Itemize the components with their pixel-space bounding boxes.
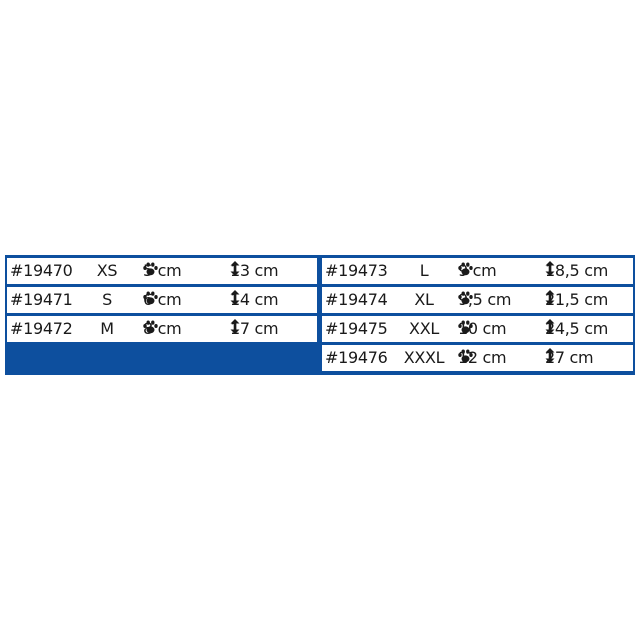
table-row: #19475 XXL 10 cm 24,5 cm [322, 316, 633, 342]
paw-width: 9,5 cm [458, 290, 512, 309]
size-label: M [100, 319, 114, 338]
paw-icon [458, 345, 473, 363]
size-label: XXXL [403, 348, 445, 367]
product-code: #19470 [10, 261, 73, 280]
paw-width: 10 cm [458, 319, 507, 338]
product-code: #19471 [10, 290, 73, 309]
table-row: #19472 M 8 cm 17 cm [7, 316, 317, 342]
paw-icon [143, 316, 158, 334]
table-row: #19476 XXXL 12 cm 27 cm [322, 345, 633, 371]
height-value: 18,5 cm [545, 261, 608, 280]
vertical-arrow-icon [545, 345, 555, 363]
paw-icon [458, 316, 473, 334]
table-row: #19474 XL 9,5 cm 21,5 cm [322, 287, 633, 313]
size-table: #19470 XS 5 cm 13 cm #19471 S 6 cm 14 cm #19472 M… [5, 255, 635, 375]
vertical-arrow-icon [545, 287, 555, 305]
paw-width: 8 cm [143, 319, 182, 338]
vertical-arrow-icon [230, 316, 240, 334]
vertical-arrow-icon [545, 316, 555, 334]
height-value: 27 cm [545, 348, 594, 367]
size-label: S [102, 290, 112, 309]
paw-width: 12 cm [458, 348, 507, 367]
paw-icon [458, 287, 473, 305]
height-value: 17 cm [230, 319, 279, 338]
product-code: #19476 [325, 348, 388, 367]
product-code: #19475 [325, 319, 388, 338]
height-value: 21,5 cm [545, 290, 608, 309]
table-row: #19473 L 9 cm 18,5 cm [322, 258, 633, 284]
paw-icon [458, 258, 473, 276]
size-label: XL [414, 290, 434, 309]
table-row: #19471 S 6 cm 14 cm [7, 287, 317, 313]
size-label: L [419, 261, 429, 280]
size-table-left: #19470 XS 5 cm 13 cm #19471 S 6 cm 14 cm #19472 M… [7, 258, 317, 345]
product-code: #19474 [325, 290, 388, 309]
paw-width: 6 cm [143, 290, 182, 309]
size-label: XS [96, 261, 118, 280]
product-code: #19472 [10, 319, 73, 338]
height-value: 14 cm [230, 290, 279, 309]
size-label: XXL [409, 319, 439, 338]
height-value: 13 cm [230, 261, 279, 280]
size-table-right: #19473 L 9 cm 18,5 cm #19474 XL 9,5 cm 21,5 cm #… [322, 258, 633, 374]
vertical-arrow-icon [230, 287, 240, 305]
paw-icon [143, 287, 158, 305]
height-value: 24,5 cm [545, 319, 608, 338]
table-row: #19470 XS 5 cm 13 cm [7, 258, 317, 284]
paw-icon [143, 258, 158, 276]
paw-width: 5 cm [143, 261, 182, 280]
vertical-arrow-icon [545, 258, 555, 276]
vertical-arrow-icon [230, 258, 240, 276]
paw-width: 9 cm [458, 261, 497, 280]
product-code: #19473 [325, 261, 388, 280]
